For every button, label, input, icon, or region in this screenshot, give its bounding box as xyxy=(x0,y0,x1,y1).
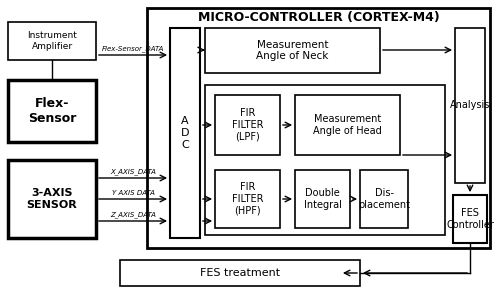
Text: FIR
FILTER
(LPF): FIR FILTER (LPF) xyxy=(232,108,263,142)
Text: FES
Controller: FES Controller xyxy=(446,208,494,230)
Bar xyxy=(8,160,96,238)
Text: X_AXIS_DATA: X_AXIS_DATA xyxy=(110,168,156,175)
Bar xyxy=(205,28,380,73)
Text: Measurement
Angle of Neck: Measurement Angle of Neck xyxy=(256,40,328,61)
Text: Dis-
placement: Dis- placement xyxy=(358,188,410,210)
Bar xyxy=(8,80,96,142)
Bar xyxy=(453,195,487,243)
Bar xyxy=(8,22,96,60)
Text: FES treatment: FES treatment xyxy=(200,268,280,278)
Bar xyxy=(205,85,445,235)
Text: Double
Integral: Double Integral xyxy=(304,188,342,210)
Text: Flex-
Sensor: Flex- Sensor xyxy=(28,97,76,125)
Text: A
D
C: A D C xyxy=(181,117,189,150)
Text: FIR
FILTER
(HPF): FIR FILTER (HPF) xyxy=(232,182,263,215)
Bar xyxy=(455,28,485,183)
Bar xyxy=(295,170,350,228)
Bar xyxy=(147,8,490,248)
Text: Flex-Sensor_DATA: Flex-Sensor_DATA xyxy=(102,45,164,52)
Bar xyxy=(295,95,400,155)
Text: Y AXIS DATA: Y AXIS DATA xyxy=(112,190,154,196)
Bar xyxy=(170,28,200,238)
Bar xyxy=(215,95,280,155)
Text: Measurement
Angle of Head: Measurement Angle of Head xyxy=(313,114,382,136)
Bar xyxy=(120,260,360,286)
Text: Analysis: Analysis xyxy=(450,100,490,110)
Bar xyxy=(360,170,408,228)
Text: 3-AXIS
SENSOR: 3-AXIS SENSOR xyxy=(26,188,78,210)
Bar xyxy=(215,170,280,228)
Text: MICRO-CONTROLLER (CORTEX-M4): MICRO-CONTROLLER (CORTEX-M4) xyxy=(198,11,440,25)
Text: Instrument
Amplifier: Instrument Amplifier xyxy=(27,31,77,51)
Text: Z_AXIS_DATA: Z_AXIS_DATA xyxy=(110,211,156,218)
